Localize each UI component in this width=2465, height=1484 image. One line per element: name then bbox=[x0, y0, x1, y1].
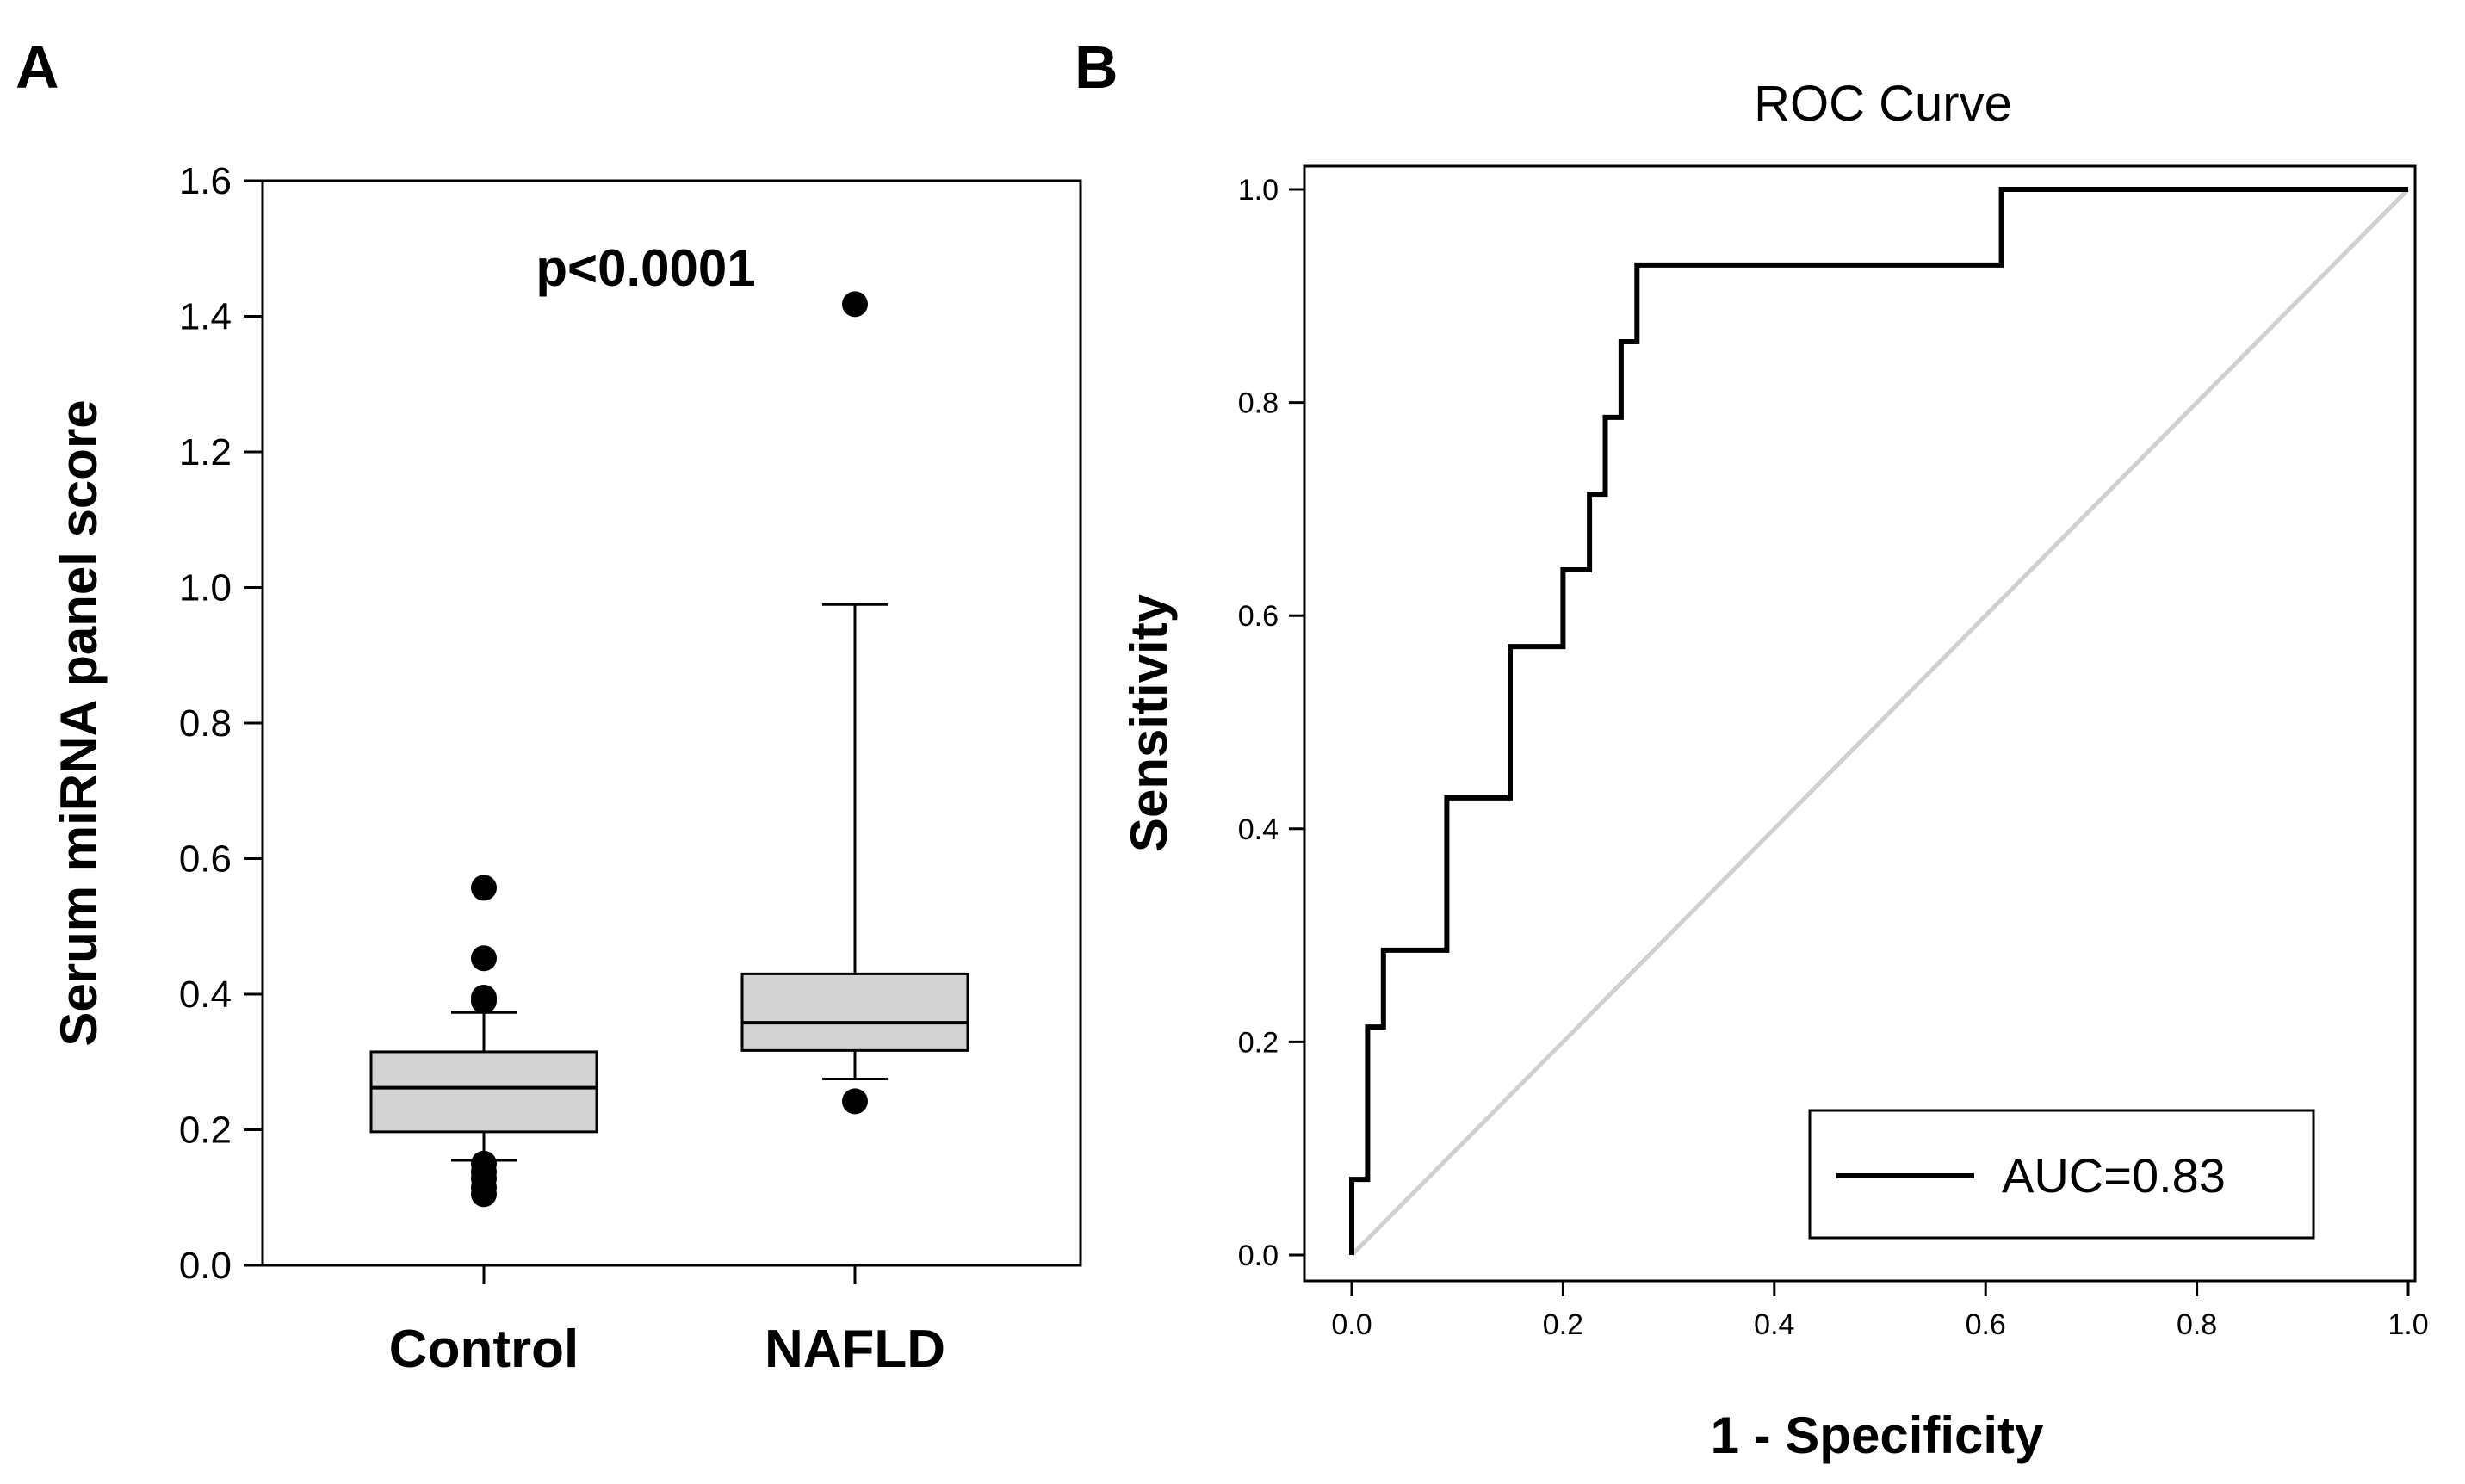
outlier-point bbox=[471, 1181, 497, 1208]
panel-b-y-tick-label: 0.0 bbox=[1238, 1240, 1279, 1272]
panel-b-roc: B ROC Curve 0.0 0.2 0.4 0.6 0.8 1.0 0.0 0.2 0.4… bbox=[1075, 34, 2429, 1464]
interquartile-box bbox=[740, 972, 969, 1052]
box-control bbox=[369, 875, 598, 1208]
panel-b-x-tick-label: 1.0 bbox=[2388, 1308, 2428, 1341]
panel-b-letter: B bbox=[1075, 34, 1118, 101]
panel-b-y-axis-title: Sensitivity bbox=[1120, 593, 1178, 852]
panel-b-x-axis-title: 1 - Specificity bbox=[1711, 1407, 2044, 1464]
p-value-annotation: p<0.0001 bbox=[536, 239, 755, 297]
panel-a-y-ticks: 0.0 0.2 0.4 0.6 0.8 1.0 1.2 1.4 1.6 bbox=[179, 160, 263, 1287]
panel-a-y-tick-label: 0.0 bbox=[179, 1245, 232, 1287]
box-nafld bbox=[740, 291, 969, 1115]
panel-a-y-tick-label: 0.6 bbox=[179, 838, 232, 881]
panel-a-y-tick-label: 0.4 bbox=[179, 974, 232, 1016]
panel-b-x-tick-label: 0.0 bbox=[1331, 1308, 1372, 1341]
panel-a-y-tick-label: 1.0 bbox=[179, 567, 232, 609]
panel-b-x-tick-label: 0.6 bbox=[1966, 1308, 2006, 1341]
panel-b-y-tick-label: 0.2 bbox=[1238, 1026, 1279, 1059]
panel-b-x-ticks: 0.0 0.2 0.4 0.6 0.8 1.0 bbox=[1331, 1281, 2429, 1341]
outlier-point bbox=[471, 875, 497, 901]
panel-a-letter: A bbox=[15, 34, 59, 101]
panel-b-y-tick-label: 0.8 bbox=[1238, 387, 1279, 420]
roc-legend: AUC=0.83 bbox=[1808, 1109, 2315, 1240]
panel-a-y-axis-title: Serum miRNA panel score bbox=[50, 399, 108, 1046]
panel-b-y-tick-label: 0.6 bbox=[1238, 600, 1279, 633]
panel-b-x-tick-label: 0.4 bbox=[1754, 1308, 1794, 1341]
legend-label-auc: AUC=0.83 bbox=[2002, 1148, 2226, 1203]
outlier-point bbox=[842, 1088, 868, 1115]
panel-a-boxes bbox=[369, 291, 969, 1208]
panel-b-y-tick-label: 1.0 bbox=[1238, 174, 1279, 207]
panel-b-x-tick-label: 0.8 bbox=[2177, 1308, 2217, 1341]
panel-a-y-tick-label: 0.2 bbox=[179, 1110, 232, 1152]
panel-a-x-ticks bbox=[482, 1265, 857, 1284]
roc-reference-diagonal bbox=[1350, 188, 2410, 1257]
outlier-point bbox=[471, 987, 497, 1014]
roc-chart-title: ROC Curve bbox=[1754, 76, 2012, 132]
panel-a-y-tick-label: 1.4 bbox=[179, 296, 232, 338]
interquartile-box bbox=[369, 1050, 598, 1134]
panel-b-y-ticks: 0.0 0.2 0.4 0.6 0.8 1.0 bbox=[1238, 174, 1304, 1272]
panel-a-boxplot: A 0.0 0.2 0.4 0.6 0.8 1.0 1.2 1.4 1.6 p<0.0001 S… bbox=[15, 34, 1082, 1379]
panel-b-x-tick-label: 0.2 bbox=[1543, 1308, 1583, 1341]
category-label-nafld: NAFLD bbox=[765, 1320, 945, 1379]
panel-b-plot-frame bbox=[1303, 164, 2417, 1283]
panel-a-y-tick-label: 0.8 bbox=[179, 702, 232, 745]
outlier-point bbox=[842, 291, 868, 318]
panel-a-y-tick-label: 1.2 bbox=[179, 431, 232, 473]
panel-a-y-tick-label: 1.6 bbox=[179, 160, 232, 202]
outlier-point bbox=[471, 945, 497, 972]
roc-curve-line bbox=[1349, 187, 2408, 1255]
panel-b-y-tick-label: 0.4 bbox=[1238, 813, 1279, 846]
category-label-control: Control bbox=[389, 1320, 579, 1379]
